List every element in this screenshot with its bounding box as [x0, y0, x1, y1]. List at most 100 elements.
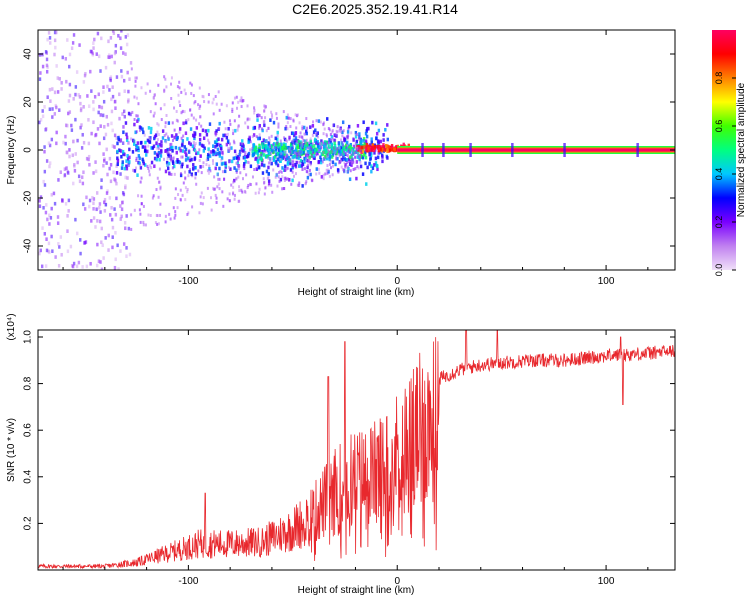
spectrogram-cell — [68, 148, 71, 152]
spectrogram-cell — [137, 102, 140, 106]
spectrogram-cell — [152, 114, 155, 118]
spectrogram-cell — [282, 144, 286, 148]
spectrogram-cell — [356, 155, 359, 159]
spectrogram-cell — [248, 135, 251, 140]
spectrogram-cell — [217, 90, 220, 94]
spectrogram-cell — [316, 135, 319, 139]
spectrogram-cell — [299, 151, 302, 156]
spectrogram-cell — [176, 206, 179, 210]
spectrogram-cell — [258, 136, 261, 141]
spectrogram-cell — [147, 213, 150, 217]
spectrogram-cell — [355, 148, 358, 152]
spectrogram-cell — [297, 139, 300, 144]
spectrogram-cell — [259, 155, 263, 160]
spectrogram-cell — [130, 227, 133, 231]
spectrogram-cell — [281, 145, 285, 150]
spectrogram-cell — [113, 265, 117, 270]
spectrogram-cell — [306, 170, 309, 174]
x-tick-label: 100 — [598, 276, 615, 287]
spectrogram-cell — [119, 36, 122, 41]
spectrogram-cell — [147, 166, 150, 170]
spectrogram-cell — [377, 140, 381, 144]
spectrogram-cell — [197, 103, 200, 107]
spectrogram-cell — [222, 161, 225, 166]
spectrogram-cell — [233, 178, 236, 183]
spectrogram-cell — [151, 196, 154, 200]
spectrogram-cell — [331, 137, 334, 141]
spectrogram-cell — [299, 131, 302, 135]
spectrogram-cell — [291, 165, 294, 170]
spectrogram-cell — [49, 216, 53, 220]
spectrogram-cell — [275, 143, 278, 147]
spectrogram-cell — [55, 130, 58, 135]
spectrogram-cell — [183, 110, 186, 114]
spectrogram-cell — [302, 150, 305, 155]
spectrogram-spike — [563, 143, 566, 157]
spectrogram-cell — [233, 193, 236, 197]
spectrogram-cell — [56, 221, 60, 225]
spectrogram-cell — [267, 165, 270, 170]
spectrogram-cell — [184, 198, 187, 202]
spectrogram-cell — [188, 169, 191, 174]
spectrogram-cell — [304, 139, 307, 144]
spectrogram-cell — [227, 147, 230, 151]
spectrogram-cell — [346, 137, 349, 141]
spectrogram-cell — [184, 176, 187, 180]
spectrogram-cell — [70, 46, 74, 51]
spectrogram-cell — [298, 153, 301, 157]
spectrogram-cell — [386, 144, 389, 149]
spectrogram-cell — [278, 179, 281, 183]
spectrogram-cell — [238, 189, 241, 193]
colorbar-tick-label: 0.4 — [714, 168, 724, 181]
spectrogram-xlabel: Height of straight line (km) — [298, 287, 415, 298]
spectrogram-cell — [364, 161, 367, 166]
spectrogram-cell — [204, 129, 208, 133]
spectrogram-cell — [200, 143, 204, 148]
spectrogram-cell — [201, 202, 204, 206]
spectrogram-cell — [224, 163, 228, 168]
spectrogram-cell — [283, 168, 287, 172]
spectrogram-cell — [125, 166, 129, 171]
spectrogram-cell — [189, 81, 192, 85]
spectrogram-cell — [96, 242, 99, 247]
spectrogram-cell — [317, 119, 321, 123]
spectrogram-cell — [392, 147, 396, 151]
spectrogram-cell — [279, 149, 283, 153]
spectrogram-cell — [116, 141, 119, 146]
spectrogram-cell — [215, 132, 218, 136]
spectrogram-cell — [68, 52, 72, 57]
spectrogram-cell — [60, 87, 63, 91]
spectrogram-cell — [173, 128, 176, 132]
spectrogram-cell — [283, 178, 286, 182]
spectrogram-cell — [331, 173, 334, 177]
spectrogram-cell — [156, 146, 159, 150]
spectrogram-cell — [62, 140, 65, 145]
spectrogram-cell — [135, 147, 138, 152]
spectrogram-cell — [266, 154, 269, 159]
spectrogram-cell — [267, 179, 271, 183]
spectrogram-cell — [256, 151, 259, 156]
spectrogram-cell — [38, 204, 42, 209]
spectrogram-cell — [105, 191, 109, 195]
spectrogram-cell — [176, 119, 179, 123]
spectrogram-cell — [149, 130, 153, 135]
spectrogram-cell — [192, 163, 195, 167]
spectrogram-cell — [258, 114, 261, 118]
spectrogram-cell — [271, 149, 274, 153]
spectrogram-cell — [57, 263, 61, 268]
spectrogram-cell — [214, 95, 217, 99]
spectrogram-cell — [164, 214, 167, 218]
spectrogram-cell — [235, 177, 238, 181]
spectrogram-cell — [126, 176, 129, 180]
spectrogram-cell — [163, 75, 166, 79]
spectrogram-cell — [237, 100, 240, 104]
spectrogram-cell — [82, 80, 86, 84]
spectrogram-cell — [50, 234, 53, 239]
spectrogram-cell — [274, 154, 277, 159]
spectrogram-cell — [92, 216, 96, 220]
spectrogram-cell — [113, 145, 116, 149]
spectrogram-cell — [159, 154, 163, 158]
spectrogram-cell — [168, 147, 172, 152]
spectrogram-cell — [202, 136, 206, 141]
spectrogram-cell — [178, 86, 181, 90]
